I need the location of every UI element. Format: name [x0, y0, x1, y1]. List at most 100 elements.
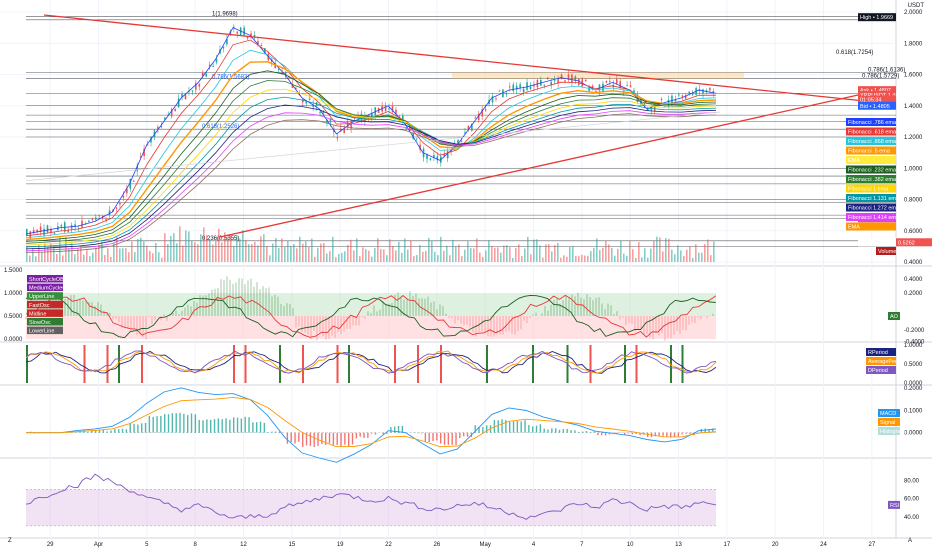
volume-bar	[146, 245, 148, 262]
candle-body	[336, 137, 339, 139]
volume-bar	[272, 243, 274, 262]
volume-bar	[377, 238, 379, 262]
macd-histogram-bar	[371, 432, 373, 434]
macd-histogram-bar	[390, 427, 392, 433]
macd-histogram-bar	[424, 432, 427, 442]
x-tick-label: 27	[868, 542, 875, 548]
macd-histogram-bar	[532, 426, 534, 433]
rperiod-signal-bar	[348, 345, 350, 383]
legend-tag-text: Fibonacci 1 ema	[848, 187, 889, 193]
volume-bar	[113, 243, 115, 262]
candle-body	[515, 85, 518, 90]
candle-body	[312, 104, 314, 107]
auto-scale-toggle[interactable]: A	[907, 538, 912, 544]
cycle-legend-bg	[27, 300, 63, 309]
volume-bar	[155, 242, 157, 262]
volume-bar	[482, 256, 484, 262]
macd-histogram-bar	[95, 430, 97, 433]
macd-histogram-bar	[505, 420, 507, 433]
candle-body	[281, 72, 283, 74]
macd-histogram-bar	[574, 430, 576, 433]
x-tick-label: 29	[47, 542, 54, 548]
candle-body	[132, 180, 135, 182]
macd-histogram-bar	[328, 432, 331, 444]
legend-tag-text: Fibonacci .382 ema	[848, 177, 897, 183]
volume-bar	[221, 242, 223, 262]
volume-bar	[599, 250, 601, 262]
macd-axis-tick: 0.0000	[904, 431, 923, 437]
candle-body	[678, 94, 680, 96]
macd-histogram-bar	[187, 415, 189, 433]
volume-bar	[641, 257, 643, 262]
price-axis-tick: 0.8000	[904, 198, 923, 204]
candle-body	[139, 156, 142, 158]
volume-bar	[467, 241, 469, 262]
volume-bar	[476, 238, 478, 262]
candle-body	[712, 91, 715, 93]
volume-bar	[212, 244, 214, 262]
volume-bar	[359, 256, 361, 262]
volume-bar	[650, 248, 652, 262]
volume-bar	[689, 246, 691, 262]
price-tag-bg	[858, 101, 896, 110]
volume-bar	[206, 235, 208, 262]
volume-bar	[77, 248, 79, 262]
macd-histogram-bar	[144, 423, 147, 433]
volume-bar	[515, 247, 517, 262]
volume-bar	[644, 248, 646, 262]
macd-histogram-bar	[141, 423, 143, 433]
macd-histogram-bar	[662, 432, 664, 436]
volume-bar	[458, 244, 460, 262]
macd-histogram-bar	[451, 432, 453, 445]
candle-body	[512, 84, 515, 92]
macd-histogram-bar	[486, 425, 488, 433]
rperiod-signal-bar	[417, 345, 419, 383]
candle-body	[136, 166, 138, 172]
timezone-label[interactable]: Z	[8, 538, 12, 544]
volume-bar	[266, 246, 268, 262]
macd-histogram-bar	[98, 430, 101, 433]
candle-body	[505, 93, 508, 95]
x-tick-label: 13	[675, 542, 682, 548]
volume-bar	[671, 249, 673, 262]
candle-body	[108, 210, 111, 216]
cycle-osc-line	[25, 294, 717, 338]
volume-bar	[401, 252, 403, 262]
rperiod-signal-bar	[681, 345, 684, 383]
price-axis-tick: 0.6000	[904, 229, 923, 235]
macd-histogram-bar	[509, 421, 511, 433]
candle-body	[60, 225, 63, 227]
candle-body	[308, 98, 311, 100]
candle-body	[357, 114, 359, 119]
macd-histogram-bar	[601, 432, 603, 436]
rperiod-line	[25, 350, 717, 374]
legend-tag-bg	[846, 194, 896, 202]
volume-bar	[617, 248, 619, 262]
volume-bar	[44, 243, 46, 262]
macd-histogram-bar	[566, 428, 568, 433]
candle-body	[105, 219, 107, 221]
candle-body	[509, 86, 511, 88]
macd-histogram-bar	[497, 420, 499, 433]
volume-bar	[638, 242, 640, 262]
candle-body	[412, 133, 414, 139]
candle-body	[584, 79, 587, 82]
macd-histogram-bar	[344, 432, 346, 445]
candle-body	[222, 46, 225, 49]
volume-bar	[104, 255, 106, 262]
volume-bar	[35, 256, 37, 262]
candle-body	[350, 120, 352, 129]
cycle-legend-bg	[27, 318, 63, 326]
candle-body	[446, 151, 449, 159]
candle-body	[198, 84, 201, 87]
macd-histogram-bar	[367, 432, 369, 438]
volume-bar	[506, 245, 508, 262]
macd-histogram-bar	[213, 419, 216, 433]
candle-body	[629, 85, 632, 88]
cycle-upper-band	[26, 293, 716, 316]
ema-line	[25, 104, 717, 250]
macd-histogram-bar	[666, 432, 668, 437]
macd-histogram-bar	[279, 431, 281, 433]
volume-bar	[284, 247, 286, 262]
